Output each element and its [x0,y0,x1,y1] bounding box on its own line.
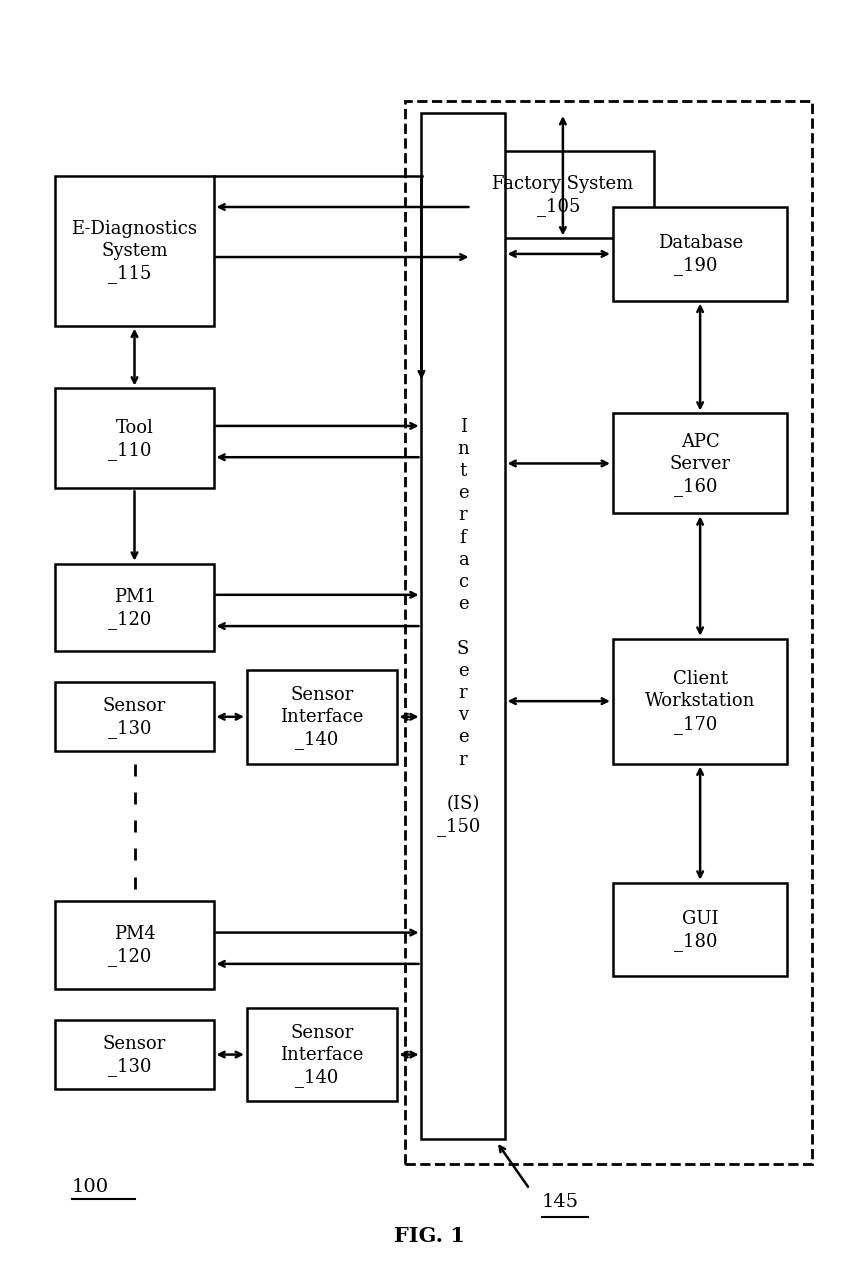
Text: E-Diagnostics
System
̲115: E-Diagnostics System ̲115 [71,220,198,284]
Text: PM4
̲120: PM4 ̲120 [113,925,155,966]
Text: Sensor
Interface
̲140: Sensor Interface ̲140 [280,685,363,749]
FancyBboxPatch shape [247,670,396,764]
FancyBboxPatch shape [56,901,213,989]
Text: I
n
t
e
r
f
a
c
e
 
S
e
r
v
e
r

(IS)
̲150: I n t e r f a c e S e r v e r (IS) ̲150 [446,418,480,836]
Text: Database
̲190: Database ̲190 [657,234,742,275]
FancyBboxPatch shape [56,682,213,751]
Text: APC
Server
̲160: APC Server ̲160 [669,432,730,496]
Text: Sensor
̲130: Sensor ̲130 [103,697,166,737]
FancyBboxPatch shape [421,114,504,1139]
FancyBboxPatch shape [56,176,213,326]
Text: Sensor
Interface
̲140: Sensor Interface ̲140 [280,1024,363,1086]
FancyBboxPatch shape [405,101,812,1164]
Text: Factory System
̲105: Factory System ̲105 [492,175,633,216]
FancyBboxPatch shape [612,639,787,764]
Text: GUI
̲180: GUI ̲180 [681,909,718,951]
FancyBboxPatch shape [612,414,787,514]
FancyBboxPatch shape [247,1008,396,1102]
FancyBboxPatch shape [612,883,787,976]
FancyBboxPatch shape [612,207,787,302]
FancyBboxPatch shape [56,389,213,489]
Text: FIG. 1: FIG. 1 [394,1226,465,1245]
Text: 100: 100 [72,1177,109,1195]
FancyBboxPatch shape [56,1020,213,1089]
FancyBboxPatch shape [471,151,654,239]
FancyBboxPatch shape [56,564,213,652]
Text: 145: 145 [542,1192,579,1210]
Text: Client
Workstation
̲170: Client Workstation ̲170 [644,670,755,734]
Text: Tool
̲110: Tool ̲110 [115,418,154,460]
Text: PM1
̲120: PM1 ̲120 [113,587,155,629]
Text: Sensor
̲130: Sensor ̲130 [103,1034,166,1075]
